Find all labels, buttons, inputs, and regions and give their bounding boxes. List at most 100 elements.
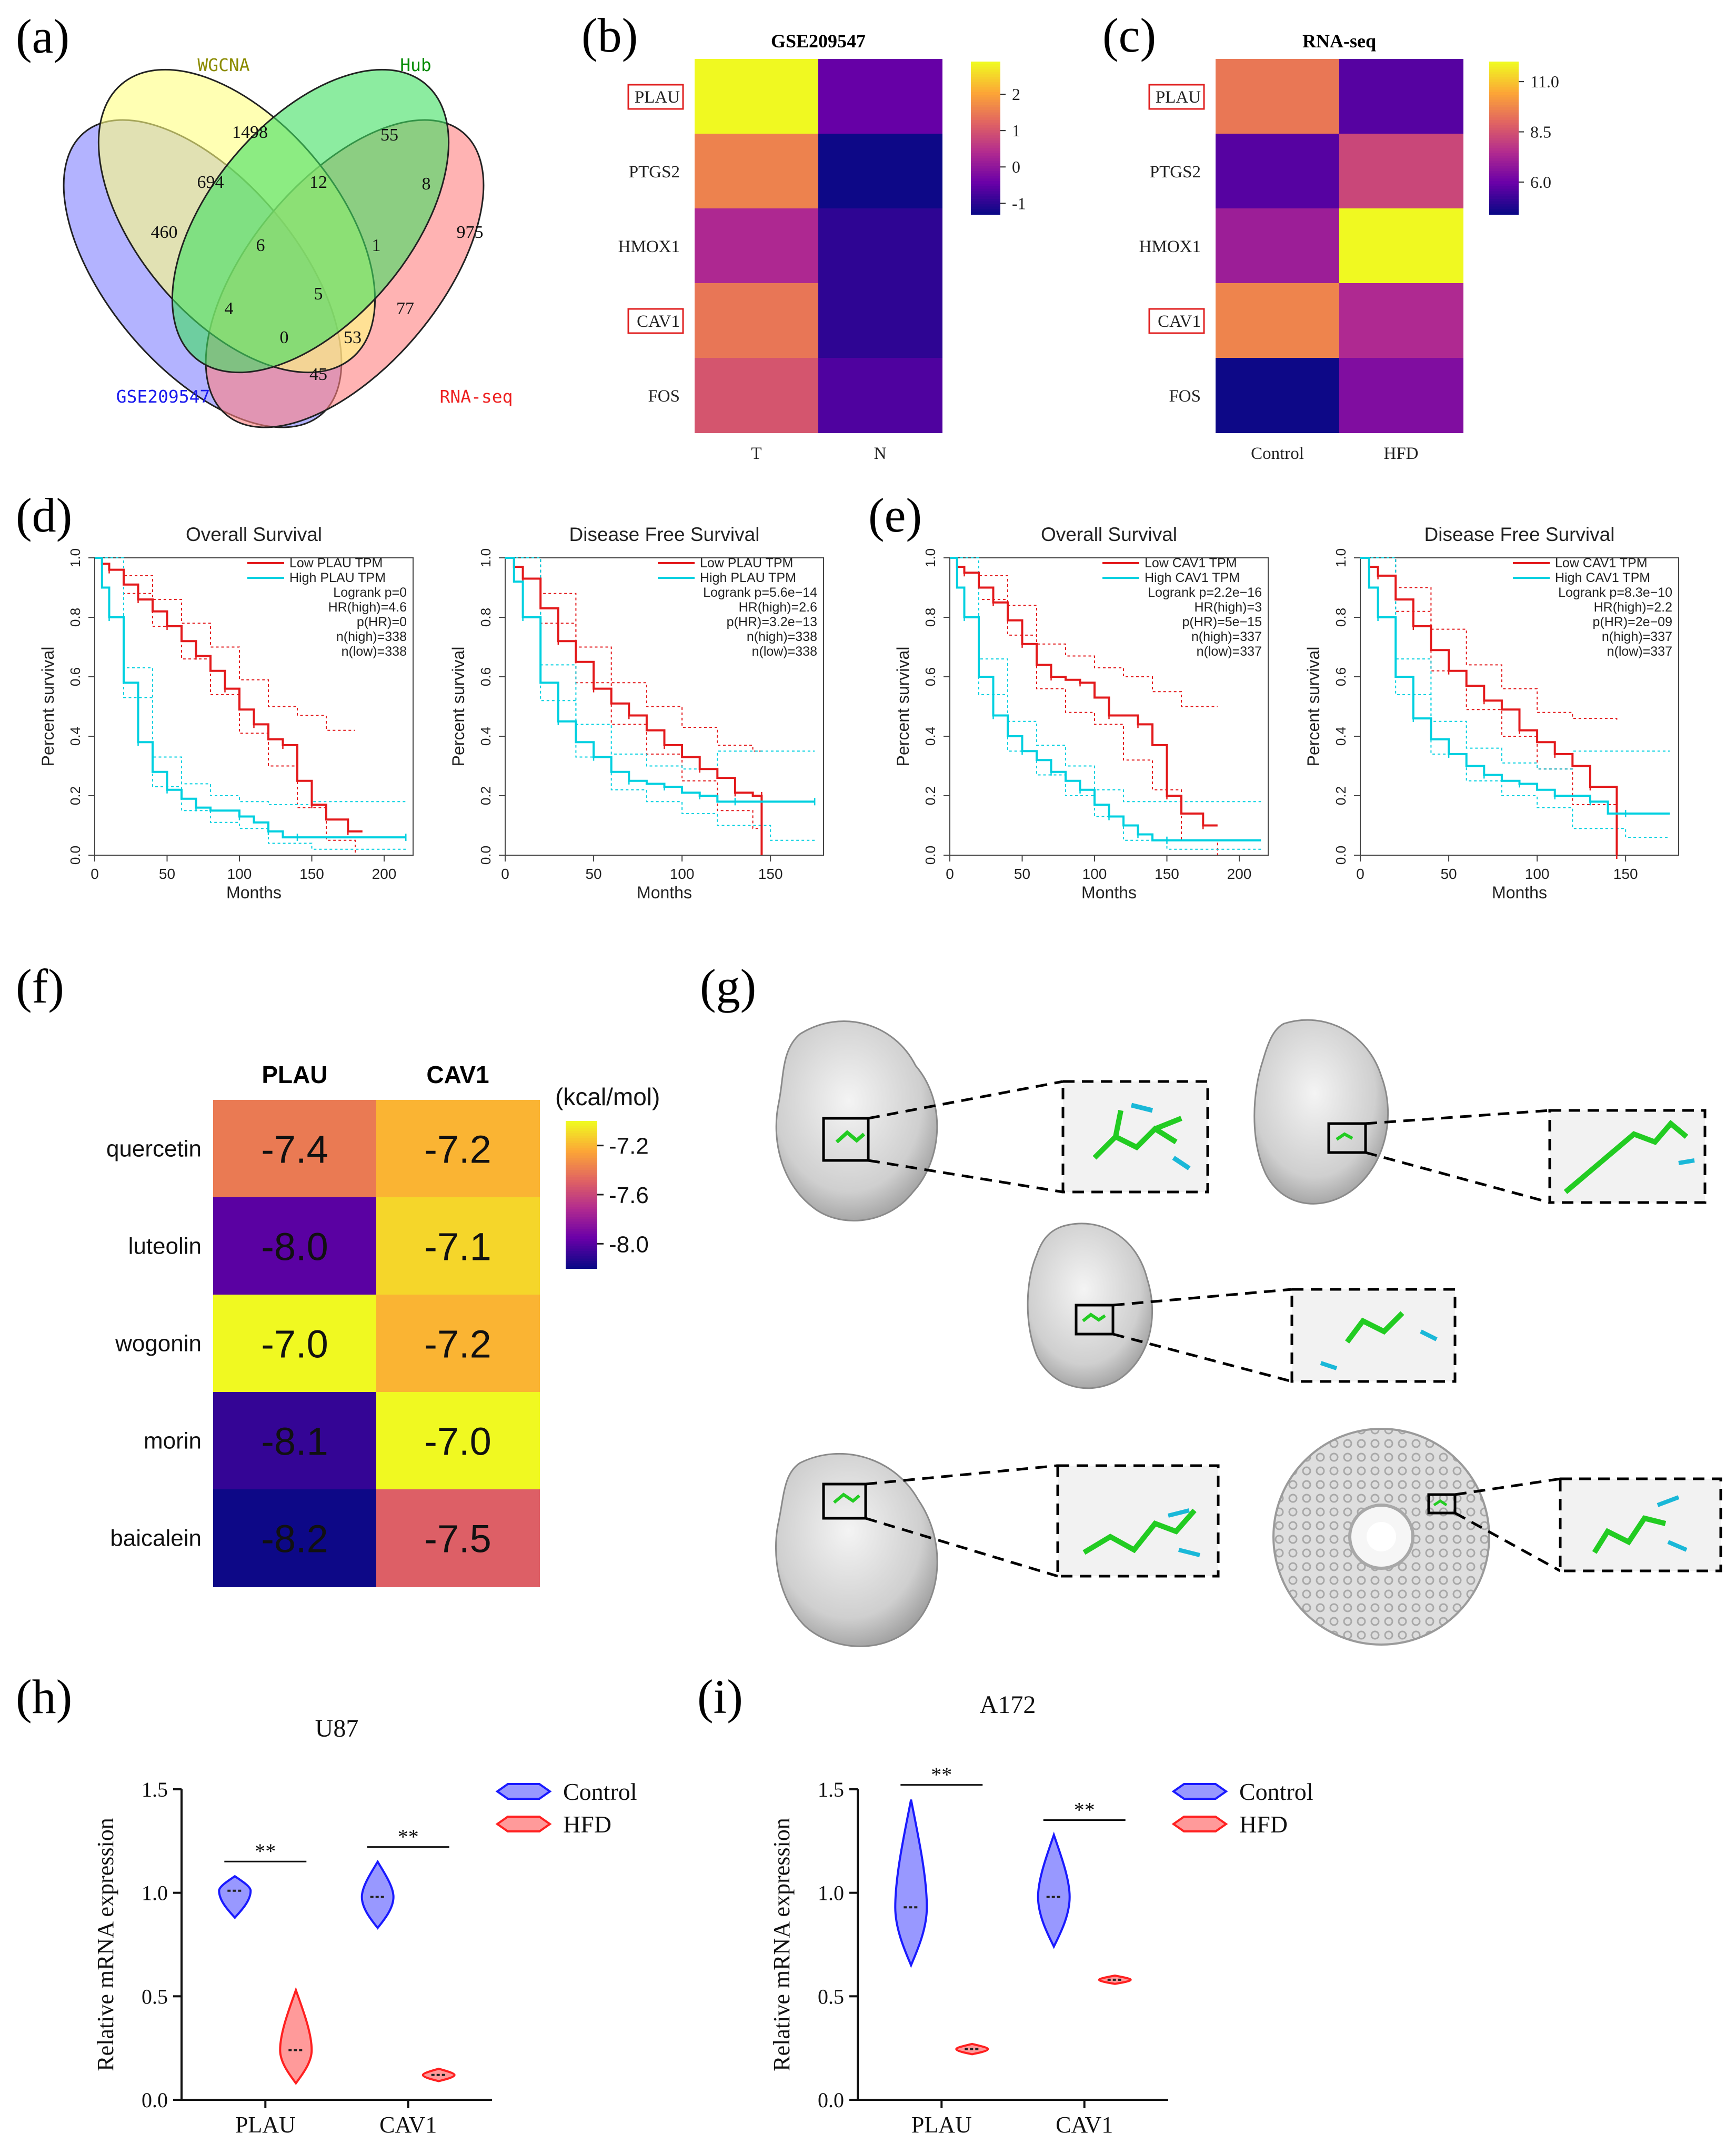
colorbar-segment [1489,155,1519,159]
km-legend-label: Low CAV1 TPM [1145,556,1237,570]
km-x-tick-label: 0 [946,866,954,882]
violin-legend-swatch [495,1816,552,1832]
venn-region-count: 5 [314,284,323,304]
km-ci-upper [505,557,762,752]
heatmap-col-label: Control [1251,444,1304,463]
dock-cell [376,1392,540,1490]
km-y-tick-label: 1.0 [67,548,83,567]
km-y-tick-label: 0.2 [1333,786,1349,805]
colorbar-segment [971,112,1000,116]
km-stat-text: n(low)=338 [342,644,407,659]
colorbar-segment [971,135,1000,138]
violin-legend-swatch [495,1783,552,1800]
km-series-line [95,557,363,833]
colorbar-segment [1489,199,1519,202]
violin-shape [894,1799,928,1968]
panel-label-i: (i) [697,1670,743,1724]
km-x-tick-label: 100 [1525,866,1550,882]
docking-energy-heatmap: PLAU CAV1 -7.4 -7.2 quercetin -8.0 -7.1 luteoli… [106,1061,660,1587]
heatmap-cell [1339,283,1463,358]
colorbar-segment [971,92,1000,95]
colorbar-segment [566,1140,597,1144]
protein-surface-4 [775,1452,1220,1647]
violin-shape [360,1859,395,1930]
venn-set-label-wgcna: WGCNA [197,55,249,75]
colorbar-tick-label: 1 [1012,121,1020,140]
km-plau-overall-survival: Overall Survival 0 50 100 150 200 0.0 0.2 0.4 0.6… [38,524,414,902]
km-y-tick-label: 0.2 [922,786,938,805]
dock-cell [213,1197,377,1295]
km-x-tick-label: 150 [758,866,783,882]
km-plau-disease-free-survival: Disease Free Survival 0 50 100 150 0.0 0.2 0.4 0… [449,524,824,902]
heatmap-row-highlight-box [627,84,684,110]
violin-y-tick-label: 1.5 [142,1778,168,1801]
colorbar-segment [566,1226,597,1230]
km-ci-upper [505,557,815,770]
colorbar-segment [971,105,1000,108]
km-y-tick-label: 0.0 [1333,846,1349,865]
colorbar-segment [971,168,1000,172]
colorbar-segment [566,1244,597,1247]
colorbar-segment [1489,99,1519,103]
colorbar-segment [971,127,1000,131]
venn-region-count: 12 [309,173,327,192]
colorbar-segment [971,166,1000,169]
km-x-axis-label: Months [637,883,692,902]
km-legend-label: Low PLAU TPM [700,556,793,570]
venn-region-count: 45 [309,365,327,384]
colorbar-tick-label: 6.0 [1530,173,1551,192]
violin-y-axis-label: Relative mRNA expression [93,1818,118,2071]
colorbar-segment [566,1177,597,1180]
heatmap-cell [818,358,942,433]
violin-legend-label: HFD [1239,1811,1288,1838]
venn-region-count: 55 [380,125,398,145]
colorbar-segment [971,176,1000,179]
colorbar-segment [971,102,1000,106]
km-x-tick-label: 100 [670,866,695,882]
colorbar-segment [971,145,1000,149]
km-stat-text: Logrank p=8.3e−10 [1558,585,1672,600]
heatmap-row-label: FOS [1169,387,1201,406]
colorbar-segment [566,1130,597,1134]
dock-cell-value: -7.5 [424,1517,491,1561]
dock-cell [213,1392,377,1490]
panel-label-f: (f) [16,959,64,1013]
colorbar-segment [566,1133,597,1136]
colorbar-segment [971,94,1000,98]
km-legend-label: High PLAU TPM [700,570,796,585]
colorbar-segment [566,1219,597,1223]
km-y-tick-label: 0.4 [922,727,938,746]
colorbar-segment [566,1136,597,1139]
dock-cell-value: -7.2 [424,1128,491,1171]
heatmap-row-label: PLAU [1156,88,1201,107]
colorbar-segment [1489,178,1519,182]
colorbar-segment [1489,166,1519,169]
colorbar-segment [566,1160,597,1164]
colorbar-segment [971,163,1000,167]
colorbar-segment [971,171,1000,174]
km-series-line [505,557,815,803]
km-y-tick-label: 0.8 [478,608,494,627]
colorbar-segment [1489,138,1519,141]
colorbar-segment [971,188,1000,192]
colorbar-segment [1489,151,1519,154]
colorbar-segment [971,120,1000,123]
colorbar-segment [1489,148,1519,152]
km-legend-label: Low PLAU TPM [289,556,383,570]
colorbar-segment [566,1246,597,1249]
venn-region-count: 8 [422,174,431,194]
km-y-tick-label: 1.0 [922,548,938,567]
colorbar-segment [971,184,1000,187]
venn-region-count: 77 [396,299,414,318]
panel-label-b: (b) [581,8,638,62]
colorbar-segment [566,1241,597,1245]
colorbar-segment [1489,112,1519,116]
km-title: Disease Free Survival [569,524,760,545]
colorbar-segment [971,87,1000,91]
colorbar-segment [971,123,1000,126]
panel-label-d: (d) [16,488,72,542]
colorbar-segment [1489,107,1519,111]
colorbar-segment [971,151,1000,154]
km-y-tick-label: 0.6 [1333,667,1349,686]
